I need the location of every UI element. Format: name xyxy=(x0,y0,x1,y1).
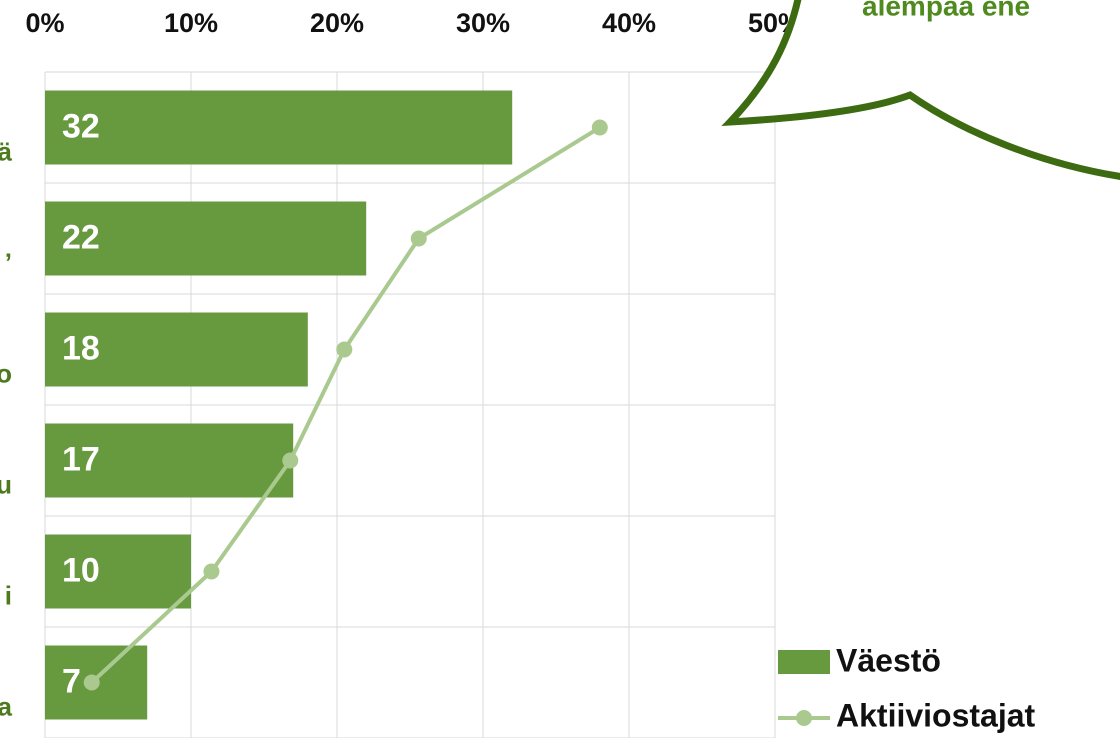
plot: 0%10%20%30%40%50%ä32’22o18u17i10a7Väestö… xyxy=(0,8,1036,738)
value-label: 7 xyxy=(62,662,81,700)
y-tick-label: a xyxy=(0,691,13,721)
x-tick-label: 30% xyxy=(456,8,510,38)
annotation: alempaa ene xyxy=(862,0,1030,21)
bar xyxy=(45,91,512,165)
line-marker xyxy=(592,120,608,136)
x-tick-label: 10% xyxy=(164,8,218,38)
line-marker xyxy=(336,342,352,358)
y-tick-label: ä xyxy=(0,136,13,166)
line-marker xyxy=(411,231,427,247)
legend-marker xyxy=(796,710,812,726)
line-marker xyxy=(282,453,298,469)
y-tick-label: u xyxy=(0,469,12,499)
legend-label: Väestö xyxy=(836,642,941,678)
page: {"chart_data": {"type": "bar", "annotati… xyxy=(0,0,1120,738)
value-label: 10 xyxy=(62,551,100,589)
y-tick-label: o xyxy=(0,358,12,388)
y-tick-label: i xyxy=(5,580,12,610)
y-tick-label: ’ xyxy=(5,247,12,277)
line-marker xyxy=(84,675,100,691)
x-tick-label: 20% xyxy=(310,8,364,38)
value-label: 22 xyxy=(62,218,100,256)
legend-label: Aktiiviostajat xyxy=(836,697,1036,733)
x-tick-label: 0% xyxy=(25,8,64,38)
value-label: 17 xyxy=(62,440,100,478)
speech-bubble xyxy=(730,0,1120,178)
x-tick-label: 40% xyxy=(602,8,656,38)
legend-swatch xyxy=(778,650,830,674)
line-marker xyxy=(203,564,219,580)
value-label: 18 xyxy=(62,329,100,367)
value-label: 32 xyxy=(62,107,100,145)
chart: 0%10%20%30%40%50%ä32’22o18u17i10a7Väestö… xyxy=(0,0,1120,738)
